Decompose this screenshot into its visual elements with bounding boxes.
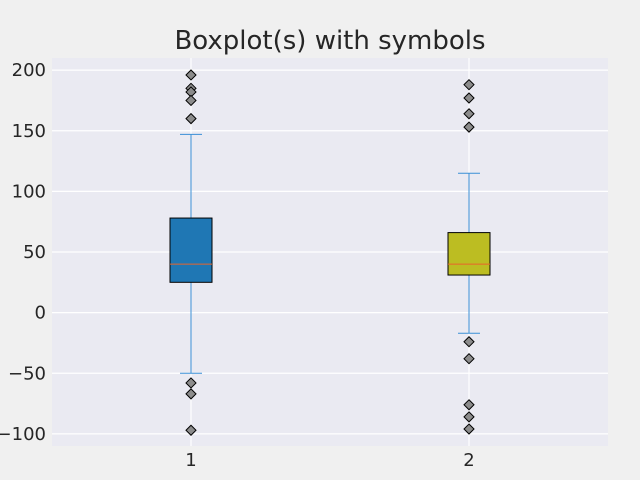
flier-point	[185, 112, 197, 125]
x-tick-label: 2	[463, 450, 474, 471]
box-body	[447, 232, 491, 276]
y-tick-label: 0	[35, 303, 46, 324]
boxes	[169, 69, 491, 436]
flier-point	[463, 352, 475, 365]
flier-point	[463, 423, 475, 435]
flier-point	[185, 388, 197, 400]
x-tick-label: 1	[185, 450, 196, 471]
flier-point	[463, 108, 475, 120]
y-tick-label: −50	[8, 363, 46, 384]
box-group-1	[169, 69, 213, 436]
flier-point	[463, 121, 475, 133]
y-tick-label: 50	[23, 242, 46, 263]
y-tick-label: −100	[0, 424, 46, 445]
y-tick-label: 100	[12, 181, 46, 202]
flier-point	[185, 424, 197, 436]
flier-point	[185, 94, 197, 107]
flier-point	[185, 377, 197, 389]
box-group-2	[447, 78, 491, 435]
y-tick-label: 200	[12, 60, 46, 81]
box-body	[169, 217, 213, 283]
flier-point	[463, 78, 475, 91]
y-tick-label: 150	[12, 121, 46, 142]
chart-title: Boxplot(s) with symbols	[174, 26, 485, 56]
axis-ticks: −100 −50 0 50 100 150 200 1 2	[0, 60, 475, 471]
flier-point	[463, 336, 475, 348]
flier-point	[463, 92, 475, 104]
flier-point	[463, 399, 475, 411]
flier-point	[185, 69, 197, 81]
flier-point	[463, 411, 475, 423]
